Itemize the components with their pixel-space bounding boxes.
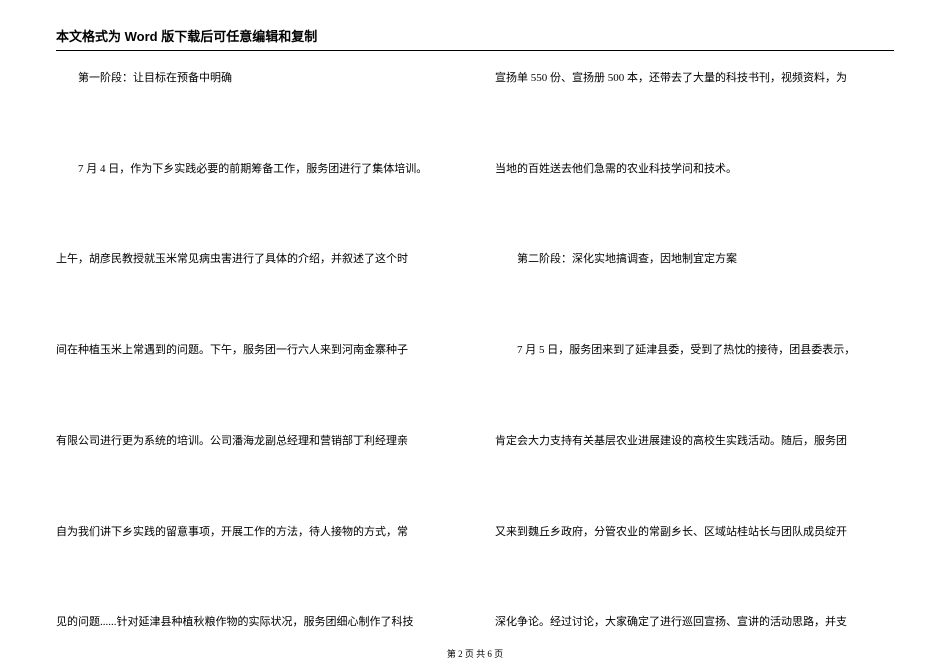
document-header: 本文格式为 Word 版下载后可任意编辑和复制	[56, 26, 894, 51]
text-line: 又来到魏丘乡政府，分管农业的常副乡长、区域站桂站长与团队成员绽开	[495, 524, 894, 542]
text-line: 当地的百姓送去他们急需的农业科技学问和技术。	[495, 161, 894, 179]
text-line: 7 月 4 日，作为下乡实践必要的前期筹备工作，服务团进行了集体培训。	[56, 161, 455, 179]
text-line: 深化争论。经过讨论，大家确定了进行巡回宣扬、宣讲的活动思路，并支	[495, 614, 894, 632]
text-line: 肯定会大力支持有关基层农业进展建设的高校生实践活动。随后，服务团	[495, 433, 894, 451]
text-line: 见的问题......针对延津县种植秋粮作物的实际状况，服务团细心制作了科技	[56, 614, 455, 632]
left-column: 第一阶段：让目标在预备中明确 7 月 4 日，作为下乡实践必要的前期筹备工作，服…	[56, 70, 455, 632]
text-line: 宣扬单 550 份、宣扬册 500 本，还带去了大量的科技书刊，视频资料，为	[495, 70, 894, 88]
text-line: 7 月 5 日，服务团来到了延津县委，受到了热忱的接待，团县委表示，	[495, 342, 894, 360]
page-number: 第 2 页 共 6 页	[447, 649, 503, 659]
text-line: 自为我们讲下乡实践的留意事项，开展工作的方法，待人接物的方式，常	[56, 524, 455, 542]
page-footer: 第 2 页 共 6 页	[0, 647, 950, 660]
text-line: 上午，胡彦民教授就玉米常见病虫害进行了具体的介绍，并叙述了这个时	[56, 251, 455, 269]
text-line: 间在种植玉米上常遇到的问题。下午，服务团一行六人来到河南金寨种子	[56, 342, 455, 360]
document-content: 第一阶段：让目标在预备中明确 7 月 4 日，作为下乡实践必要的前期筹备工作，服…	[56, 70, 894, 632]
text-line: 有限公司进行更为系统的培训。公司潘海龙副总经理和营销部丁利经理亲	[56, 433, 455, 451]
text-line: 第二阶段：深化实地搞调查，因地制宜定方案	[495, 251, 894, 269]
header-title: 本文格式为 Word 版下载后可任意编辑和复制	[56, 29, 317, 44]
text-line: 第一阶段：让目标在预备中明确	[56, 70, 455, 88]
right-column: 宣扬单 550 份、宣扬册 500 本，还带去了大量的科技书刊，视频资料，为 当…	[495, 70, 894, 632]
